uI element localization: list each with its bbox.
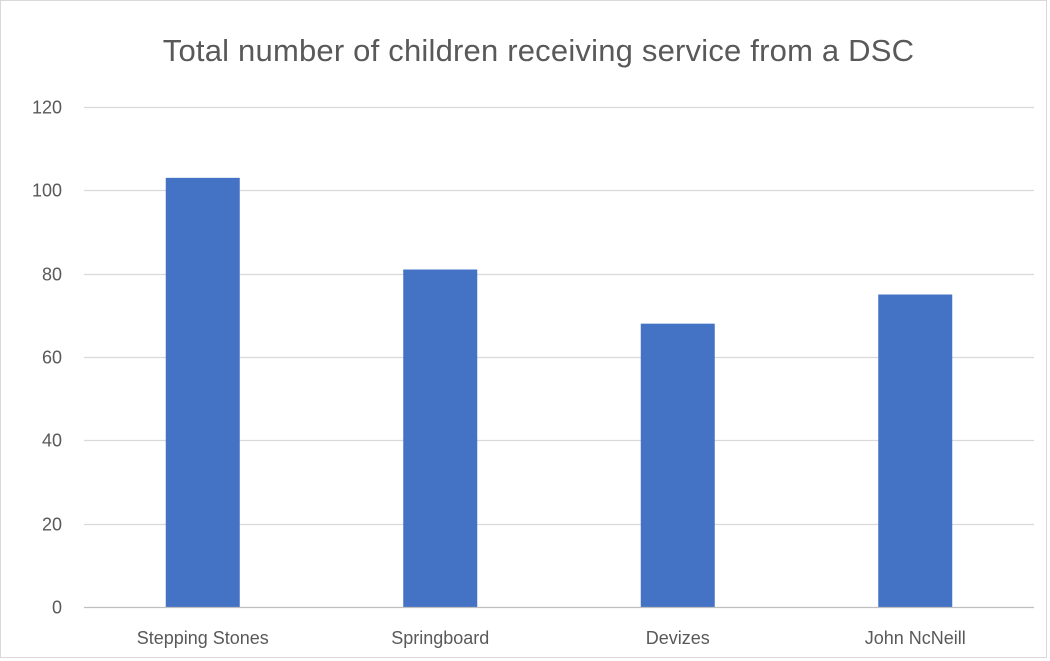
y-tick-label: 20	[42, 515, 62, 535]
bar	[878, 294, 953, 607]
y-axis-tick-labels: 0 20 40 60 80 100 120	[32, 98, 62, 618]
x-axis-tick-labels: Stepping Stones Springboard Devizes John Nc…	[137, 628, 966, 648]
chart-title: Total number of children receiving servi…	[162, 33, 915, 68]
x-tick-label: John NcNeill	[865, 628, 966, 648]
bar	[640, 323, 715, 607]
gridlines	[84, 106, 1034, 526]
y-tick-label: 0	[52, 598, 62, 618]
y-tick-label: 120	[32, 98, 62, 118]
x-tick-label: Stepping Stones	[137, 628, 269, 648]
bars	[165, 177, 953, 608]
x-tick-label: Devizes	[646, 628, 710, 648]
bar	[165, 177, 240, 608]
x-tick-label: Springboard	[391, 628, 489, 648]
y-tick-label: 40	[42, 431, 62, 451]
y-tick-label: 60	[42, 348, 62, 368]
bar	[403, 269, 478, 607]
y-tick-label: 80	[42, 265, 62, 285]
y-tick-label: 100	[32, 181, 62, 201]
